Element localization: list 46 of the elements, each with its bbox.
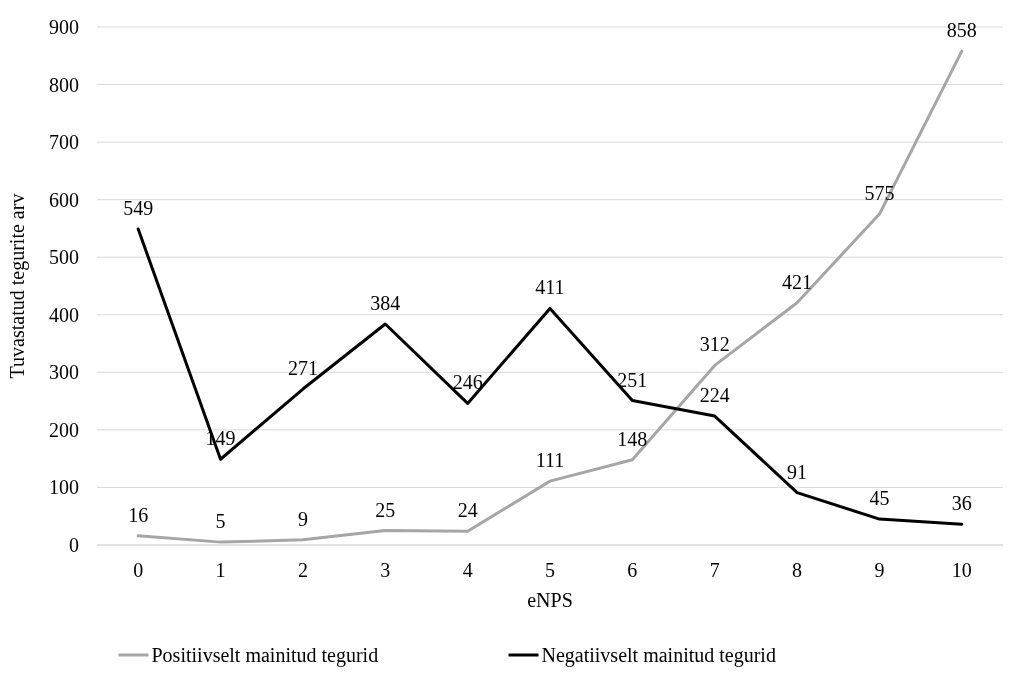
y-tick-label: 400 <box>49 303 79 326</box>
data-label: 575 <box>864 182 895 205</box>
data-label: 24 <box>457 499 478 522</box>
x-tick-label: 5 <box>545 559 555 581</box>
data-label: 421 <box>782 270 813 293</box>
y-tick-label: 700 <box>49 131 79 154</box>
x-tick-label: 2 <box>297 559 308 581</box>
x-tick-label: 7 <box>709 559 720 581</box>
legend-label: Negatiivselt mainitud tegurid <box>541 644 776 667</box>
data-label: 246 <box>452 371 483 394</box>
x-tick-label: 6 <box>627 559 638 581</box>
data-label: 411 <box>535 276 565 299</box>
x-tick-label: 0 <box>133 559 144 581</box>
y-tick-label: 600 <box>49 188 79 211</box>
data-label: 271 <box>287 357 318 380</box>
y-tick-label: 500 <box>49 246 79 269</box>
y-axis-title: Tuvastatud tegurite arv <box>6 193 29 379</box>
y-tick-label: 900 <box>49 16 79 38</box>
legend-label: Positiivselt mainitud tegurid <box>151 644 379 667</box>
data-label: 16 <box>128 503 149 526</box>
data-label: 9 <box>297 507 308 530</box>
x-tick-label: 3 <box>380 559 391 581</box>
data-label: 45 <box>869 487 890 510</box>
x-tick-label: 8 <box>792 559 803 581</box>
x-tick-label: 1 <box>215 559 226 581</box>
y-tick-label: 300 <box>49 361 79 384</box>
y-tick-label: 200 <box>49 418 79 441</box>
y-tick-label: 800 <box>49 73 79 96</box>
data-label: 5 <box>215 510 226 533</box>
x-tick-label: 9 <box>874 559 885 581</box>
data-label: 312 <box>699 333 730 356</box>
data-label: 36 <box>951 492 972 515</box>
x-tick-label: 10 <box>951 559 972 581</box>
data-label: 858 <box>946 19 977 42</box>
x-tick-label: 4 <box>462 559 473 581</box>
x-axis-title: eNPS <box>527 589 573 611</box>
data-label: 91 <box>787 460 808 483</box>
y-tick-label: 100 <box>49 476 79 499</box>
data-label: 25 <box>375 498 396 521</box>
data-label: 148 <box>617 427 648 450</box>
data-label: 224 <box>699 384 730 407</box>
y-tick-label: 0 <box>69 534 79 556</box>
data-label: 384 <box>370 291 401 314</box>
data-label: 251 <box>617 368 648 391</box>
data-label: 111 <box>535 449 565 472</box>
data-label: 549 <box>123 197 154 220</box>
